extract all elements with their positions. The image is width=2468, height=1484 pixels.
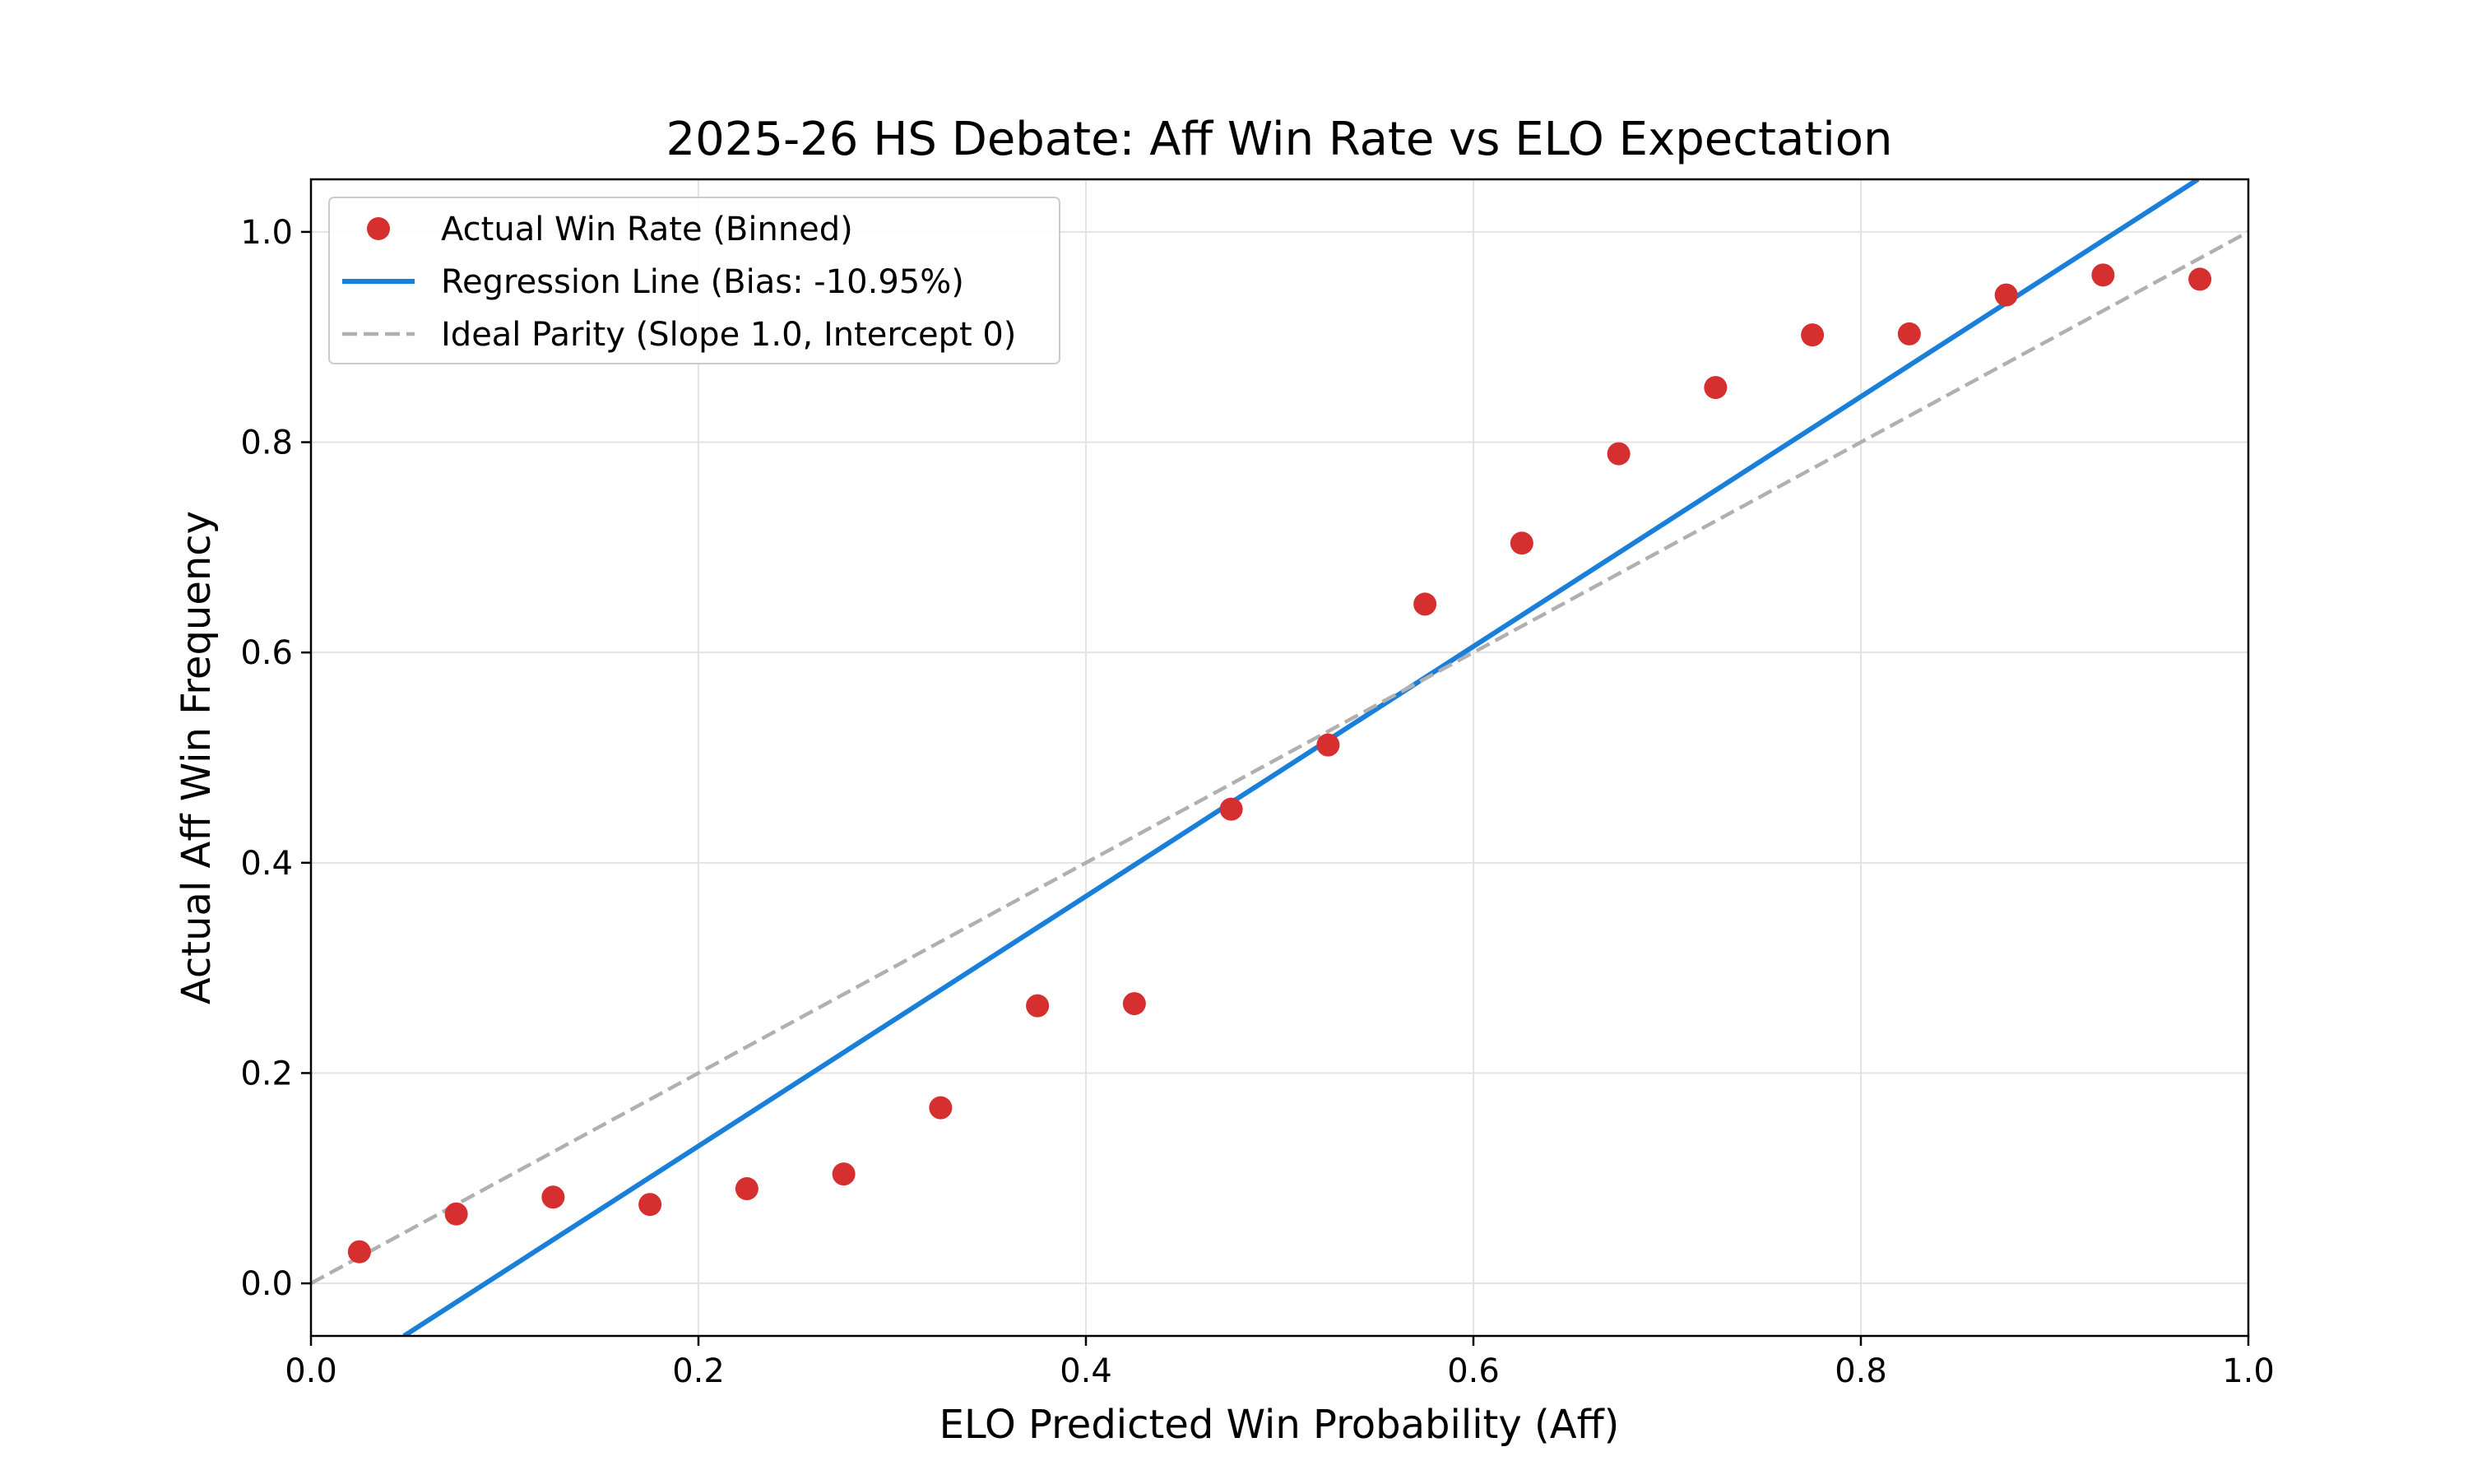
x-axis-label: ELO Predicted Win Probability (Aff) [939,1402,1620,1448]
legend-box [328,197,1060,364]
data-point [1122,992,1146,1016]
legend-label: Regression Line (Bias: -10.95%) [441,263,964,301]
data-point [1026,994,1050,1018]
y-tick-label: 0.8 [240,424,293,462]
data-point [1801,323,1825,347]
chart-title: 2025-26 HS Debate: Aff Win Rate vs ELO E… [666,113,1892,166]
data-point [832,1162,856,1186]
data-point [347,1240,371,1264]
legend-label: Ideal Parity (Slope 1.0, Intercept 0) [441,316,1016,354]
data-point [1219,797,1243,821]
data-point [1510,531,1533,555]
x-tick-label: 0.8 [1835,1352,1887,1390]
plot-frame [309,178,2250,1338]
y-tick-label: 0.0 [240,1265,293,1303]
y-axis-label: Actual Aff Win Frequency [174,511,220,1004]
data-point [1897,322,1921,345]
data-point [638,1193,662,1217]
data-point [1994,283,2018,307]
data-point [2091,263,2115,287]
y-tick-label: 0.4 [240,845,293,883]
data-point [541,1185,565,1209]
data-point [2188,267,2212,291]
data-point [1413,592,1437,616]
x-tick-label: 1.0 [2222,1352,2275,1390]
x-tick-label: 0.6 [1447,1352,1500,1390]
y-tick-label: 1.0 [240,214,293,252]
data-point [1316,733,1340,757]
y-tick-label: 0.6 [240,634,293,672]
legend-label: Actual Win Rate (Binned) [441,211,853,248]
legend-marker [367,217,390,240]
x-tick-label: 0.0 [285,1352,337,1390]
data-point [1704,376,1728,400]
parity-line [311,230,2248,1286]
y-tick-label: 0.2 [240,1055,293,1092]
data-point [735,1177,758,1201]
legend: Actual Win Rate (Binned) Regression Line … [328,197,1060,364]
data-point [929,1096,953,1120]
data-point [1607,442,1631,466]
x-tick-label: 0.4 [1060,1352,1112,1390]
data-point [444,1202,468,1226]
regression-line [402,179,2200,1336]
x-tick-label: 0.2 [672,1352,725,1390]
